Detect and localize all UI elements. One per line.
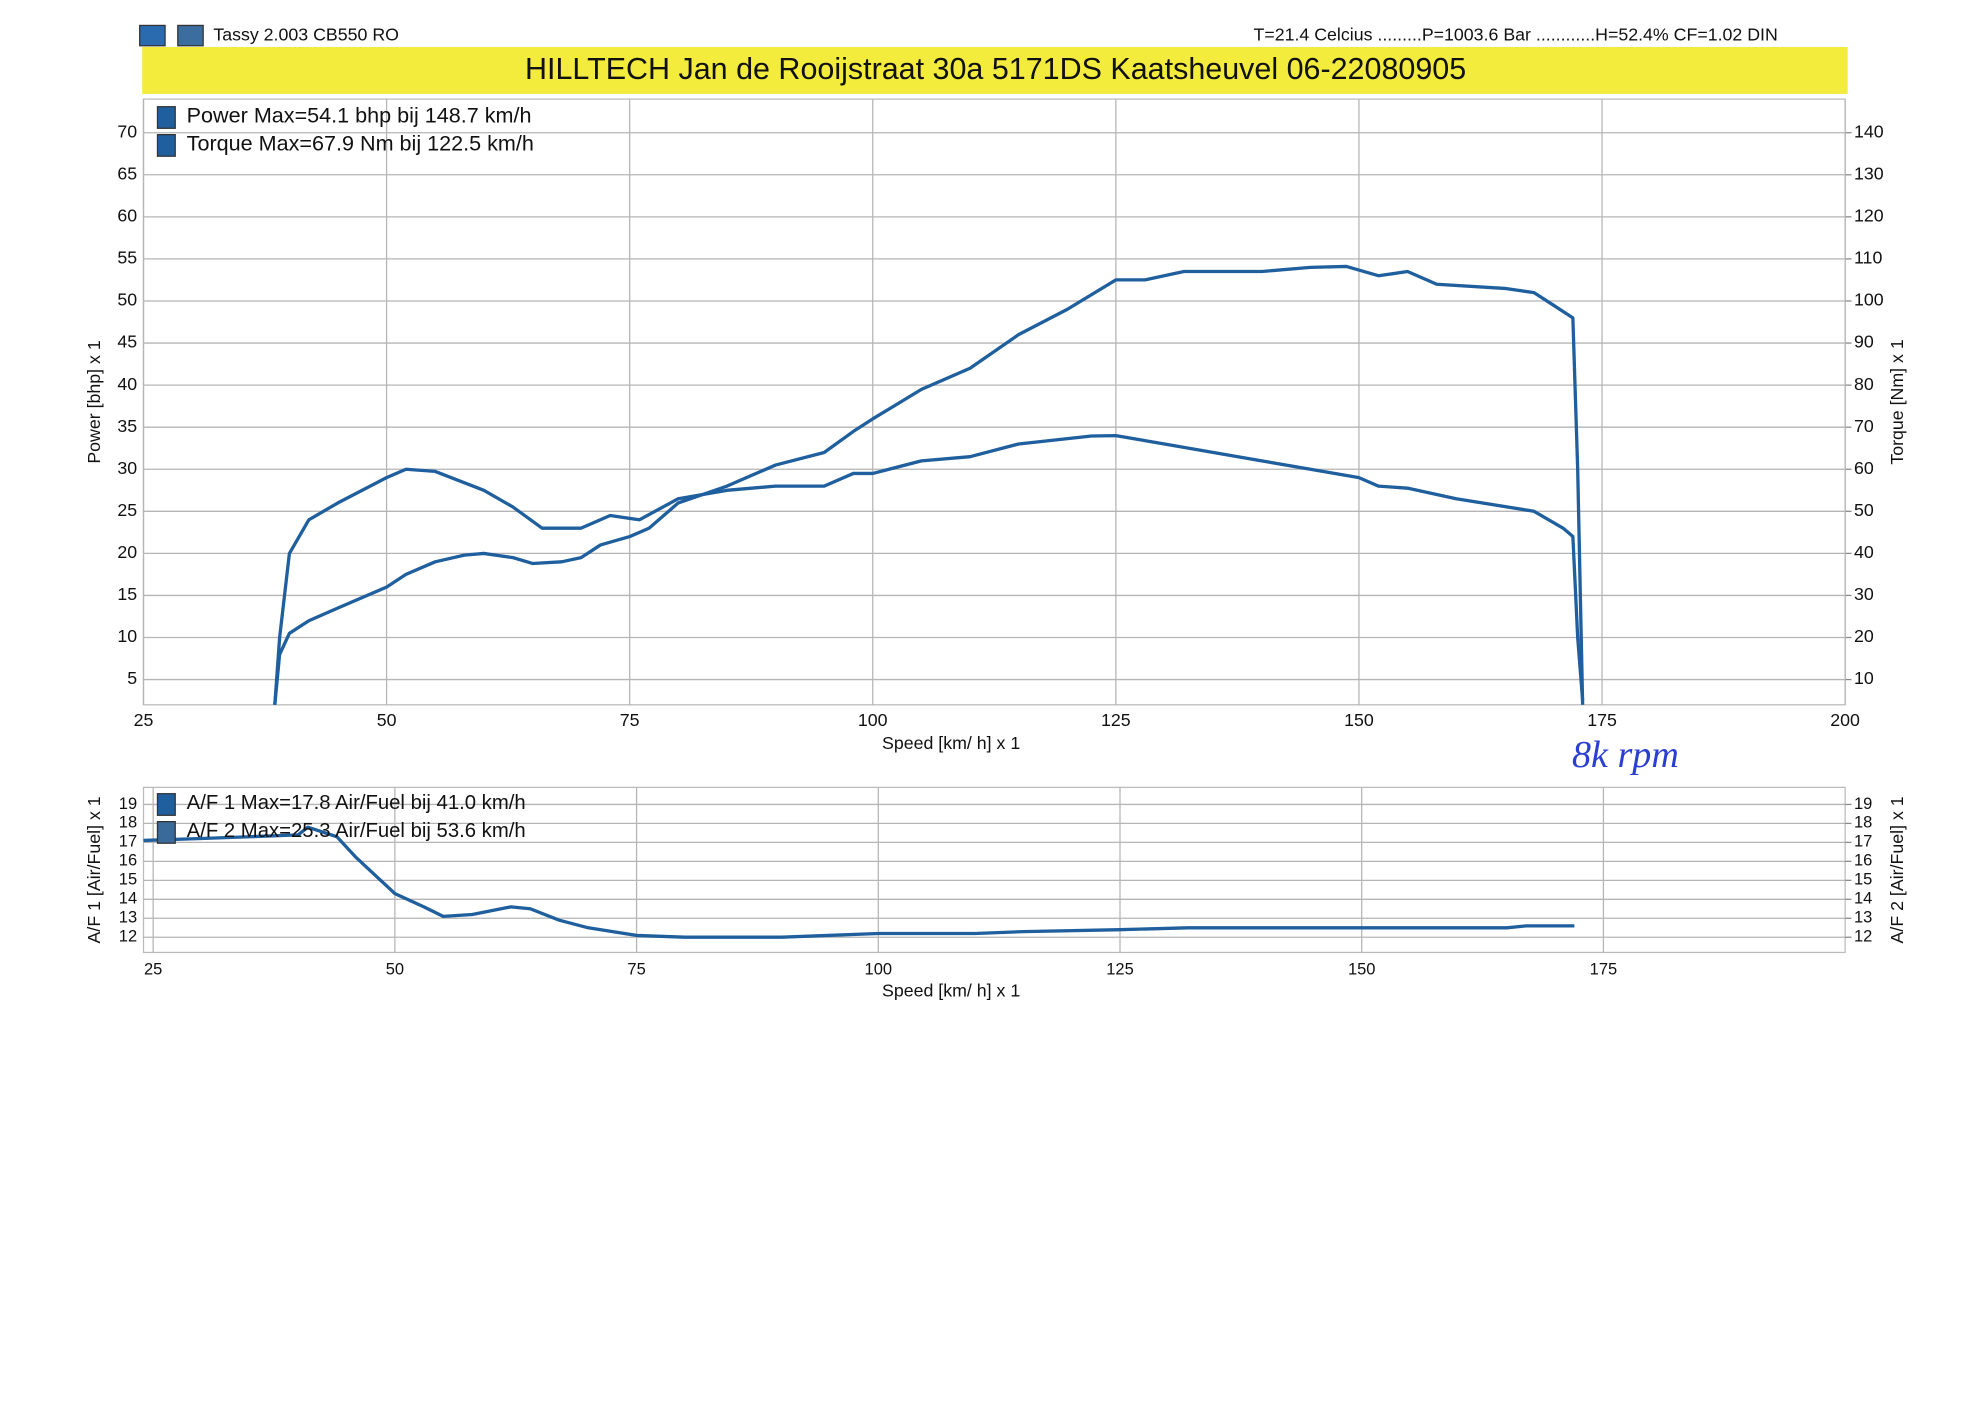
y2-tick-label: 110 [1854, 248, 1882, 268]
data-line [273, 433, 1585, 705]
x-tick-label: 150 [1344, 710, 1374, 730]
run-info: Tassy 2.003 CB550 RO [213, 24, 399, 44]
x-tick-label: 75 [620, 710, 640, 730]
legend-swatch [156, 793, 176, 816]
x-tick-label: 150 [1348, 961, 1376, 979]
data-line [273, 264, 1585, 705]
y-tick-label: 17 [119, 833, 137, 851]
y2-tick-label: 16 [1854, 852, 1872, 870]
icon [139, 24, 166, 47]
annotation: 8k rpm [1572, 734, 1679, 776]
y-tick-label: 16 [119, 852, 137, 870]
y2-tick-label: 10 [1854, 668, 1874, 688]
y-tick-label: 50 [117, 290, 137, 310]
legend-swatch [156, 134, 176, 157]
y2-tick-label: 130 [1854, 163, 1884, 183]
y2-tick-label: 12 [1854, 928, 1872, 946]
plot-frame [142, 786, 1846, 954]
x-tick-label: 125 [1106, 961, 1134, 979]
x-tick-label: 175 [1587, 710, 1617, 730]
y-tick-label: 20 [117, 542, 137, 562]
x-tick-label: 50 [377, 710, 397, 730]
y2-tick-label: 14 [1854, 890, 1872, 908]
conditions: T=21.4 Celcius .........P=1003.6 Bar ...… [1253, 24, 1777, 44]
y-tick-label: 19 [119, 795, 137, 813]
x-tick-label: 175 [1590, 961, 1618, 979]
y-tick-label: 14 [119, 890, 137, 908]
title-bar [142, 47, 1848, 95]
y-tick-label: 30 [117, 458, 137, 478]
y-tick-label: 45 [117, 332, 137, 352]
y2-tick-label: 100 [1854, 290, 1884, 310]
y2-axis-title: A/F 2 [Air/Fuel] x 1 [1887, 796, 1907, 943]
y-tick-label: 70 [117, 121, 137, 141]
legend-swatch [156, 821, 176, 844]
y-tick-label: 15 [117, 584, 137, 604]
y-tick-label: 25 [117, 500, 137, 520]
y-tick-label: 12 [119, 928, 137, 946]
x-axis-title: Speed [km/ h] x 1 [882, 733, 1020, 753]
y2-tick-label: 80 [1854, 374, 1874, 394]
y-tick-label: 18 [119, 814, 137, 832]
y2-tick-label: 40 [1854, 542, 1874, 562]
y-tick-label: 15 [119, 871, 137, 889]
y-tick-label: 65 [117, 163, 137, 183]
x-tick-label: 100 [858, 710, 888, 730]
y-axis-title: Power [bhp] x 1 [84, 340, 104, 464]
y-tick-label: 60 [117, 206, 137, 226]
data-line [143, 825, 1575, 939]
y2-tick-label: 90 [1854, 332, 1874, 352]
y2-tick-label: 20 [1854, 626, 1874, 646]
y2-tick-label: 50 [1854, 500, 1874, 520]
icon [177, 24, 204, 47]
x-tick-label: 50 [386, 961, 404, 979]
x-tick-label: 25 [134, 710, 154, 730]
y2-tick-label: 140 [1854, 121, 1884, 141]
y-tick-label: 13 [119, 909, 137, 927]
x-tick-label: 100 [865, 961, 893, 979]
y-tick-label: 40 [117, 374, 137, 394]
y2-tick-label: 120 [1854, 206, 1884, 226]
y2-tick-label: 17 [1854, 833, 1872, 851]
y2-tick-label: 30 [1854, 584, 1874, 604]
x-tick-label: 75 [627, 961, 645, 979]
y-tick-label: 5 [127, 668, 137, 688]
x-tick-label: 125 [1101, 710, 1131, 730]
y2-tick-label: 13 [1854, 909, 1872, 927]
title: HILLTECH Jan de Rooijstraat 30a 5171DS K… [525, 52, 1466, 86]
legend-label: Torque Max=67.9 Nm bij 122.5 km/h [187, 130, 534, 155]
legend-label: A/F 1 Max=17.8 Air/Fuel bij 41.0 km/h [187, 792, 526, 814]
y-tick-label: 10 [117, 626, 137, 646]
y2-axis-title: Torque [Nm] x 1 [1887, 339, 1907, 465]
y2-tick-label: 19 [1854, 795, 1872, 813]
x-tick-label: 25 [144, 961, 162, 979]
y2-tick-label: 15 [1854, 871, 1872, 889]
legend-label: Power Max=54.1 bhp bij 148.7 km/h [187, 103, 532, 128]
x-axis-title: Speed [km/ h] x 1 [882, 980, 1020, 1000]
legend-label: A/F 2 Max=25.3 Air/Fuel bij 53.6 km/h [187, 820, 526, 842]
y-tick-label: 35 [117, 416, 137, 436]
y-axis-title: A/F 1 [Air/Fuel] x 1 [84, 796, 104, 943]
x-tick-label: 200 [1830, 710, 1860, 730]
y2-tick-label: 60 [1854, 458, 1874, 478]
y2-tick-label: 18 [1854, 814, 1872, 832]
y-tick-label: 55 [117, 248, 137, 268]
plot-frame [142, 98, 1846, 706]
legend-swatch [156, 106, 176, 129]
y2-tick-label: 70 [1854, 416, 1874, 436]
